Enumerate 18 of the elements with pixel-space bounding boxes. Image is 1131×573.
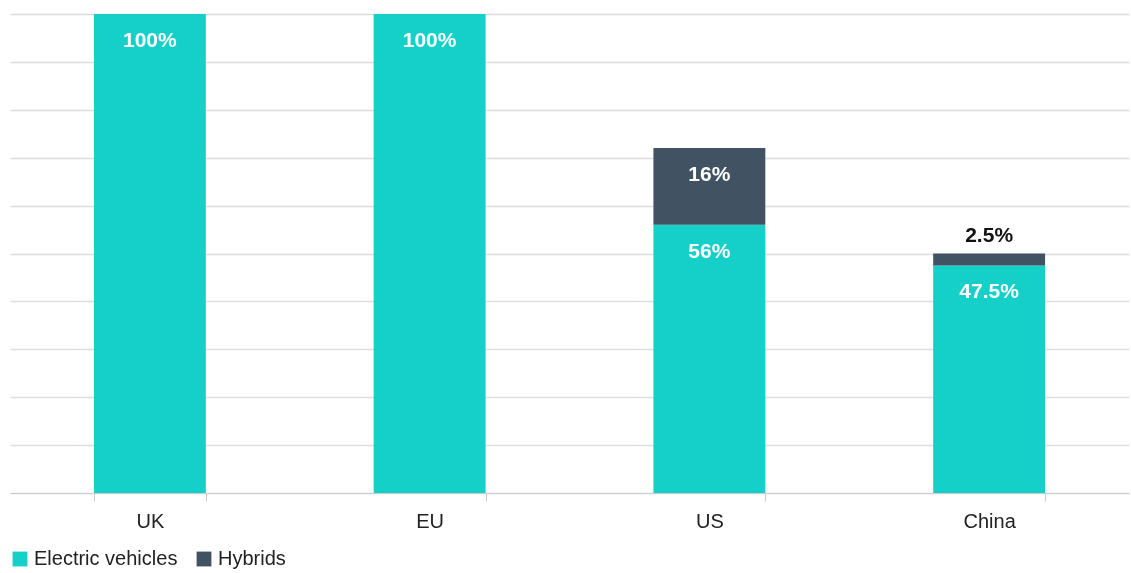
- x-tick-label: China: [963, 509, 1017, 532]
- x-tick-label: UK: [136, 509, 165, 532]
- bar: [93, 14, 206, 493]
- bar: [373, 14, 486, 493]
- data-label: 56%: [688, 238, 731, 262]
- data-label: 16%: [688, 162, 731, 186]
- data-label: 100%: [123, 28, 178, 51]
- bar: [933, 265, 1046, 493]
- x-tick-label: EU: [416, 509, 445, 532]
- legend-label: Electric vehicles: [34, 547, 178, 569]
- bar: [653, 148, 766, 225]
- x-tick-label: US: [695, 509, 724, 532]
- data-label: 47.5%: [959, 279, 1020, 303]
- data-label: 100%: [402, 28, 457, 51]
- bar: [653, 224, 766, 493]
- data-label: 2.5%: [965, 222, 1014, 246]
- bar: [933, 253, 1046, 266]
- legend-label: Hybrids: [218, 547, 286, 569]
